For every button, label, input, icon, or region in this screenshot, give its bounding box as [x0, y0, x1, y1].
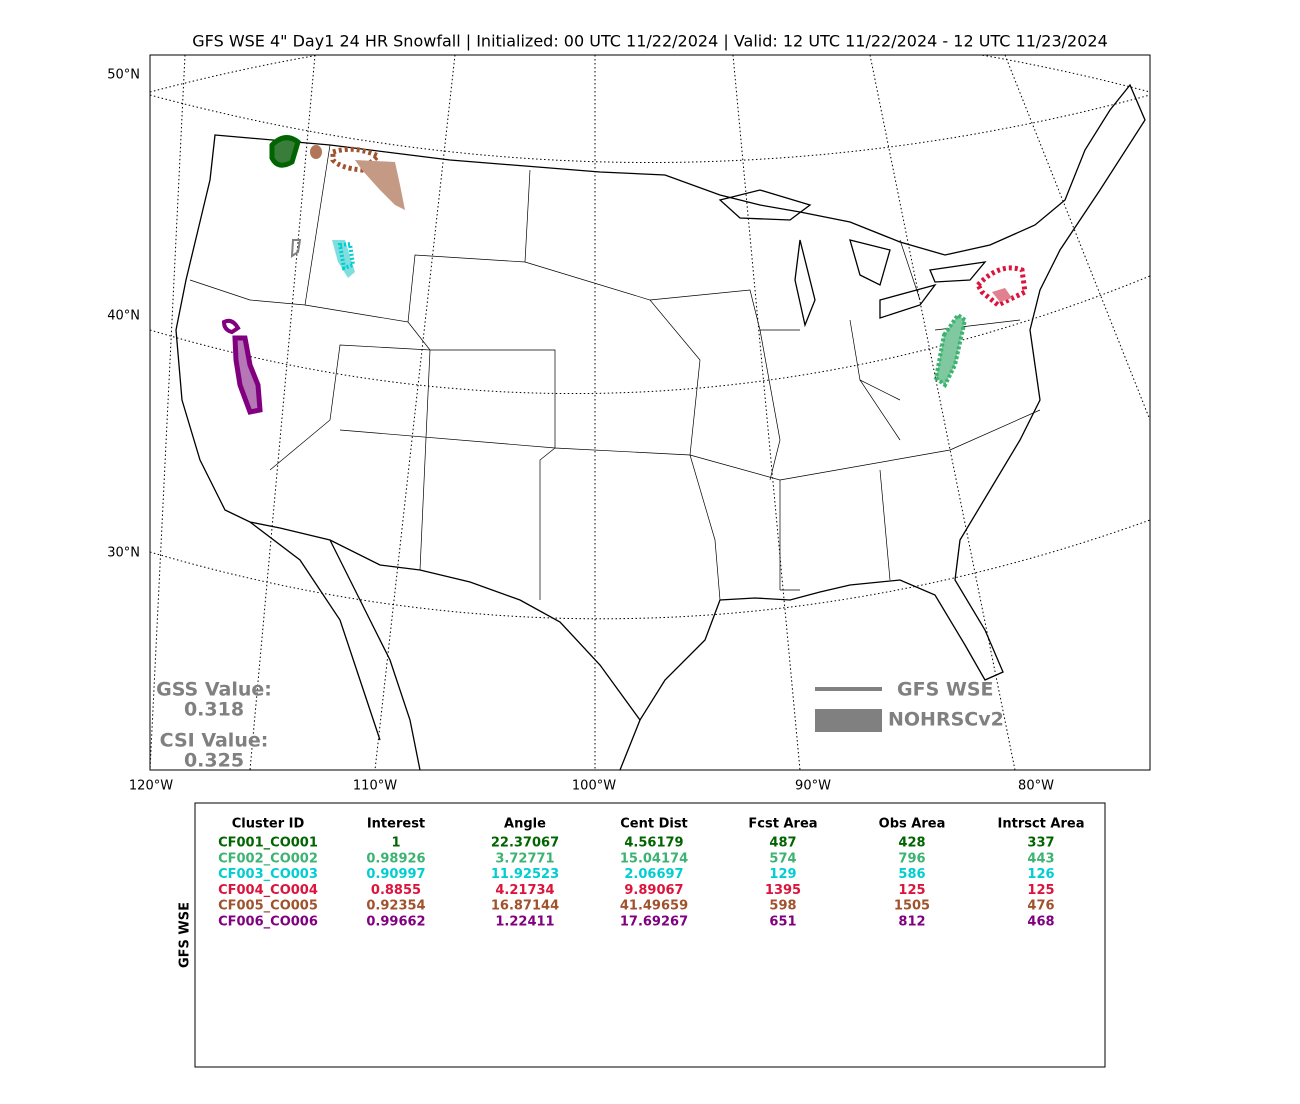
table-cell: 468 — [1027, 915, 1054, 930]
table-cell: 1.22411 — [495, 915, 554, 930]
table: GFS WSE Cluster ID Interest Angle Cent Dist… — [178, 802, 1106, 1068]
column-header: Cent Dist — [620, 817, 688, 832]
table-frame — [194, 802, 1106, 1068]
table-cell: 15.04174 — [620, 851, 688, 866]
lon-label: 120°W — [129, 779, 173, 794]
table-cell: 443 — [1027, 851, 1054, 866]
table-cell: 586 — [898, 867, 925, 882]
table-cell: 125 — [898, 883, 925, 898]
lon-label: 110°W — [353, 779, 397, 794]
column-header: Interest — [367, 817, 425, 832]
table-cell: 796 — [898, 851, 925, 866]
cluster-6 — [232, 335, 263, 415]
table-cell: 651 — [769, 915, 796, 930]
map-frame — [149, 54, 1151, 771]
table-cell: 125 — [1027, 883, 1054, 898]
table-cell: 17.69267 — [620, 915, 688, 930]
table-cell: 16.87144 — [491, 899, 559, 914]
table-cell: 1505 — [894, 899, 930, 914]
table-cell: 0.90997 — [366, 867, 425, 882]
score-label: GSS Value: — [156, 679, 272, 701]
column-header: Angle — [504, 817, 546, 832]
cluster-5a — [310, 145, 322, 159]
us-outline — [175, 83, 1146, 722]
score-label: CSI Value: — [160, 730, 269, 752]
cluster-2 — [933, 312, 968, 389]
legend-label: GFS WSE — [897, 679, 994, 701]
score-value: 0.325 — [184, 750, 244, 772]
table-cell: CF005_CO005 — [218, 899, 318, 914]
lon-label: 100°W — [572, 779, 616, 794]
table-cell: 126 — [1027, 867, 1054, 882]
cluster-3 — [337, 241, 356, 271]
cluster-6a — [221, 318, 241, 335]
lon-label: 80°W — [1018, 779, 1054, 794]
table-cell: 9.89067 — [624, 883, 683, 898]
title: GFS WSE 4" Day1 24 HR Snowfall | Initial… — [192, 32, 1108, 51]
table-cell: 4.56179 — [624, 836, 683, 851]
table-cell: 598 — [769, 899, 796, 914]
table-cell: 1 — [391, 836, 400, 851]
table-cell: CF001_CO001 — [218, 836, 318, 851]
table-cell: 487 — [769, 836, 796, 851]
score-value: 0.318 — [184, 699, 244, 721]
map: 50°N 40°N 30°N 120°W 110°W 100°W 90°W 80… — [107, 54, 1151, 794]
table-cell: 4.21734 — [495, 883, 554, 898]
table-cell: 11.92523 — [491, 867, 559, 882]
lat-label: 50°N — [107, 68, 140, 83]
table-cell: CF006_CO006 — [218, 915, 318, 930]
table-cell: 0.8855 — [371, 883, 421, 898]
table-cell: CF002_CO002 — [218, 851, 318, 866]
lon-label: 90°W — [795, 779, 831, 794]
table-cell: CF004_CO004 — [218, 883, 318, 898]
column-header: Fcst Area — [748, 817, 817, 832]
cluster-4 — [974, 265, 1028, 308]
table-cell: 1395 — [765, 883, 801, 898]
legend-patch — [815, 709, 882, 732]
column-header: Cluster ID — [232, 817, 305, 832]
table-cell: 41.49659 — [620, 899, 688, 914]
table-cell: 337 — [1027, 836, 1054, 851]
cluster-4-obs — [992, 288, 1012, 302]
table-cell: 812 — [898, 915, 925, 930]
lat-label: 40°N — [107, 309, 140, 324]
column-header: Obs Area — [879, 817, 946, 832]
lat-label: 30°N — [107, 546, 140, 561]
legend-label: NOHRSCv2 — [888, 709, 1004, 731]
model-label: GFS WSE — [178, 902, 193, 968]
table-cell: 2.06697 — [624, 867, 683, 882]
table-cell: 0.99662 — [366, 915, 425, 930]
table-cell: 476 — [1027, 899, 1054, 914]
cluster-x — [290, 239, 302, 258]
cluster-1 — [269, 135, 301, 168]
table-cell: 3.72771 — [495, 851, 554, 866]
table-cell: 574 — [769, 851, 796, 866]
cluster-5-obs — [355, 160, 405, 210]
column-header: Intrsct Area — [998, 817, 1085, 832]
table-cell: 0.92354 — [366, 899, 425, 914]
table-cell: 129 — [769, 867, 796, 882]
table-cell: 0.98926 — [366, 851, 425, 866]
table-cell: 428 — [898, 836, 925, 851]
table-cell: CF003_CO003 — [218, 867, 318, 882]
table-cell: 22.37067 — [491, 836, 559, 851]
